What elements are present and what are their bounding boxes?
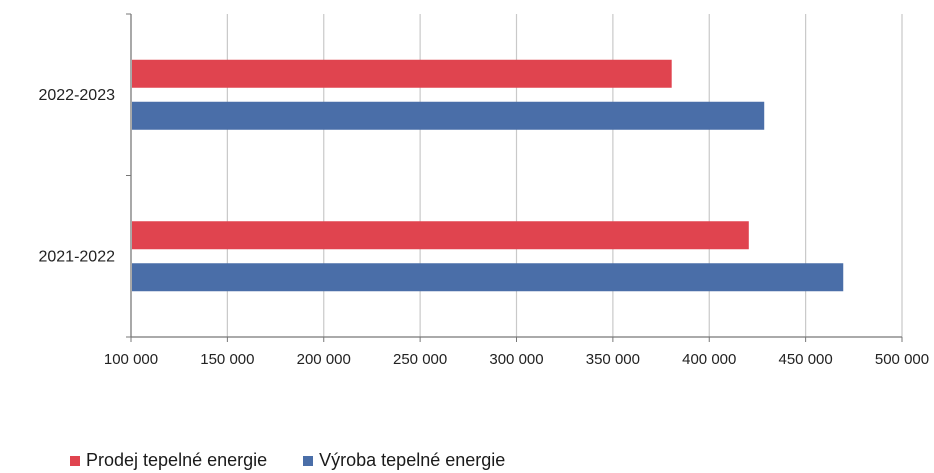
bar-prodej-2021-2022 [132,221,749,250]
x-tick-label: 200 000 [297,351,351,368]
legend: Prodej tepelné energie Výroba tepelné en… [70,450,505,471]
bar-vyroba-2022-2023 [132,101,765,130]
x-tick-label: 450 000 [779,351,833,368]
category-label: 2021-2022 [38,248,115,265]
x-tick-label: 350 000 [586,351,640,368]
category-labels: 2022-2023 2021-2022 [38,87,115,266]
category-label: 2022-2023 [38,87,115,104]
x-tick-label: 250 000 [393,351,447,368]
bars [132,59,844,292]
x-tick-label: 400 000 [682,351,736,368]
legend-label-vyroba: Výroba tepelné energie [319,450,506,470]
bar-vyroba-2021-2022 [132,263,844,292]
legend-swatch-vyroba [303,455,314,466]
x-tick-label: 300 000 [489,351,543,368]
bar-chart: 100 000 150 000 200 000 250 000 300 000 350 0… [38,13,929,368]
x-tick-label: 500 000 [875,351,929,368]
legend-item-prodej: Prodej tepelné energie [70,450,267,471]
x-tick-label: 150 000 [200,351,254,368]
x-tick-label: 100 000 [104,351,158,368]
axes [126,13,903,342]
bar-prodej-2022-2023 [132,59,672,88]
legend-label-prodej: Prodej tepelné energie [86,450,268,470]
legend-item-vyroba: Výroba tepelné energie [303,450,505,471]
legend-swatch-prodej [70,455,80,466]
x-tick-labels: 100 000 150 000 200 000 250 000 300 000 350 0… [104,351,929,368]
